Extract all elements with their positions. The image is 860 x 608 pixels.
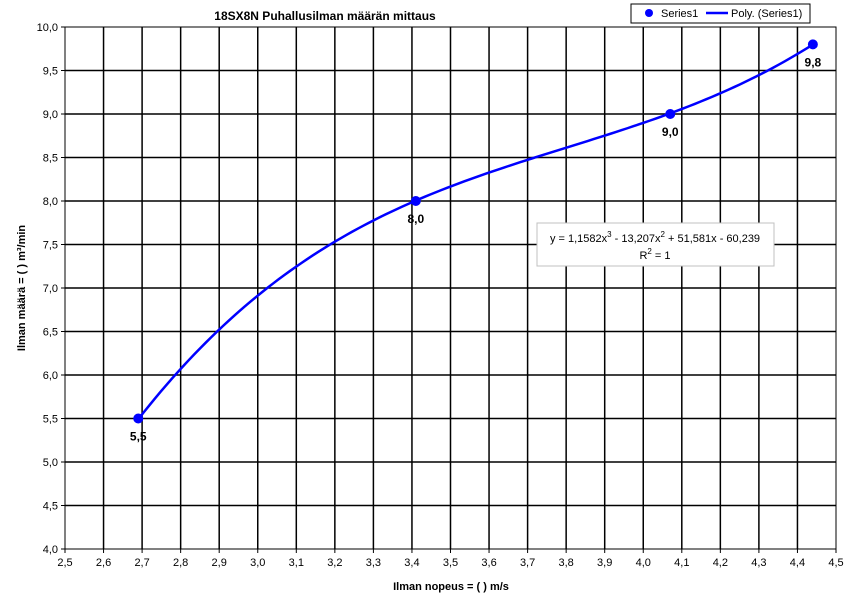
y-tick-label: 4,0 bbox=[43, 544, 58, 556]
equation-part-2: - 13,207x bbox=[612, 233, 661, 245]
equation-sup-1: 3 bbox=[607, 230, 612, 239]
x-tick-label: 3,0 bbox=[250, 557, 265, 569]
y-tick-label: 5,5 bbox=[43, 414, 58, 426]
x-tick-label: 2,6 bbox=[96, 557, 111, 569]
x-tick-label: 3,6 bbox=[481, 557, 496, 569]
x-tick-label: 3,5 bbox=[443, 557, 458, 569]
trendline-equation-box: y = 1,1582x3 - 13,207x2 + 51,581x - 60,2… bbox=[536, 222, 775, 267]
equation-box-frame bbox=[536, 222, 775, 267]
x-tick-label: 3,4 bbox=[404, 557, 419, 569]
x-tick-label: 4,5 bbox=[828, 557, 843, 569]
trendline-equation: y = 1,1582x3 - 13,207x2 + 51,581x - 60,2… bbox=[550, 230, 760, 245]
y-tick-label: 9,0 bbox=[43, 109, 58, 121]
data-point bbox=[133, 413, 144, 424]
y-tick-label: 7,5 bbox=[43, 240, 58, 252]
trendline-r-squared: R2 = 1 bbox=[639, 247, 670, 262]
x-axis: 2,5 2,6 2,7 2,8 2,9 3,0 3,1 3,2 3,3 3,4 3,5 3,6 3,7 3… bbox=[57, 549, 844, 569]
x-tick-label: 2,8 bbox=[173, 557, 188, 569]
y-tick-label: 4,5 bbox=[43, 501, 58, 513]
r2-label: R bbox=[639, 250, 647, 262]
data-label: 9,8 bbox=[805, 55, 822, 69]
y-axis-label: Ilman määrä = ( ) m³/min bbox=[16, 225, 28, 352]
x-axis-label: Ilman nopeus = ( ) m/s bbox=[393, 581, 509, 593]
legend-trendline-label: Poly. (Series1) bbox=[731, 8, 802, 20]
y-axis: 4,0 4,5 5,0 5,5 6,0 6,5 7,0 7,5 8,0 8,5 9,0 9,5 10,0 bbox=[37, 22, 65, 556]
equation-part-1: y = 1,1582x bbox=[550, 233, 608, 245]
chart-title: 18SX8N Puhallusilman määrän mittaus bbox=[214, 9, 436, 23]
x-tick-label: 3,1 bbox=[289, 557, 304, 569]
x-tick-label: 2,9 bbox=[212, 557, 227, 569]
data-label: 5,5 bbox=[130, 430, 147, 444]
data-point bbox=[665, 109, 676, 119]
x-tick-label: 3,3 bbox=[366, 557, 381, 569]
x-tick-label: 4,0 bbox=[636, 557, 651, 569]
legend: Series1 Poly. (Series1) bbox=[630, 3, 811, 24]
x-tick-label: 2,7 bbox=[134, 557, 149, 569]
x-tick-label: 3,2 bbox=[327, 557, 342, 569]
x-tick-label: 2,5 bbox=[57, 557, 72, 569]
y-tick-label: 6,5 bbox=[43, 327, 58, 339]
x-tick-label: 4,2 bbox=[713, 557, 728, 569]
data-point bbox=[807, 39, 818, 50]
equation-part-3: + 51,581x - 60,239 bbox=[665, 233, 760, 245]
y-tick-label: 8,5 bbox=[43, 153, 58, 165]
y-tick-label: 7,0 bbox=[43, 283, 58, 295]
legend-series1-label: Series1 bbox=[661, 8, 698, 20]
y-tick-label: 8,0 bbox=[43, 196, 58, 208]
legend-series1-marker bbox=[645, 9, 653, 17]
trendline-curve bbox=[137, 43, 814, 421]
x-tick-label: 3,8 bbox=[559, 557, 574, 569]
y-tick-label: 10,0 bbox=[37, 22, 58, 34]
r2-value: = 1 bbox=[652, 250, 671, 262]
r2-sup: 2 bbox=[647, 247, 652, 256]
x-tick-label: 4,4 bbox=[790, 557, 805, 569]
equation-sup-2: 2 bbox=[661, 230, 666, 239]
y-tick-label: 5,0 bbox=[43, 457, 58, 469]
x-tick-label: 4,3 bbox=[751, 557, 766, 569]
x-tick-label: 4,1 bbox=[674, 557, 689, 569]
x-tick-label: 3,9 bbox=[597, 557, 612, 569]
grid bbox=[65, 27, 836, 549]
y-tick-label: 6,0 bbox=[43, 370, 58, 382]
y-tick-label: 9,5 bbox=[43, 66, 58, 78]
data-label: 8,0 bbox=[407, 212, 424, 226]
data-labels: 5,5 8,0 9,0 9,8 bbox=[130, 55, 822, 443]
x-tick-label: 3,7 bbox=[520, 557, 535, 569]
data-point bbox=[410, 196, 421, 206]
series1-points bbox=[133, 39, 818, 424]
data-label: 9,0 bbox=[662, 125, 679, 139]
